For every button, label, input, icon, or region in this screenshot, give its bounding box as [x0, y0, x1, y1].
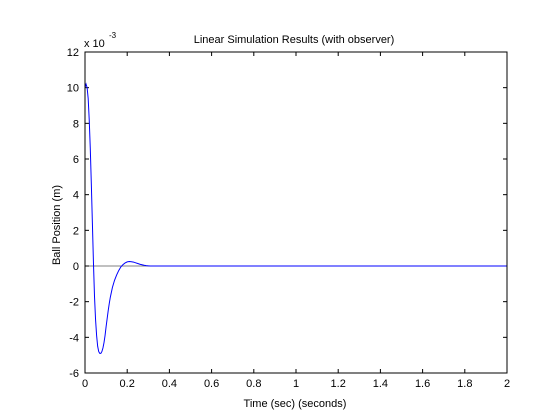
x-tick-label: 1.6	[415, 378, 430, 390]
x-tick-label: 0	[82, 378, 88, 390]
chart-title: Linear Simulation Results (with observer…	[194, 34, 395, 46]
y-tick-label: -6	[69, 368, 79, 380]
tick-labels: 0 0.2 0.4 0.6 0.8 1 1.2 1.4 1.6 1.8 2 -6 -4 -2 0 2 4 6 8 10…	[67, 47, 510, 390]
y-tick-label: 8	[73, 118, 79, 130]
data-layer	[84, 82, 507, 354]
x-tick-label: 0.8	[246, 378, 261, 390]
plot-area	[84, 51, 508, 374]
x-tick-label: 0.6	[204, 378, 219, 390]
y-tick-label: -4	[69, 332, 79, 344]
x-tick-label: 1	[293, 378, 299, 390]
y-tick-label: 6	[73, 154, 79, 166]
x-tick-label: 1.2	[331, 378, 346, 390]
x-tick-label: 0.4	[162, 378, 177, 390]
y-tick-label: 2	[73, 225, 79, 237]
y-tick-label: -2	[69, 297, 79, 309]
y-tick-label: 10	[67, 83, 79, 95]
y-axis-label: Ball Position (m)	[51, 185, 63, 265]
x-tick-label: 0.2	[120, 378, 135, 390]
y-tick-label: 12	[67, 47, 79, 59]
x-axis-label: Time (sec) (seconds)	[244, 398, 347, 410]
y-tick-label: 4	[73, 190, 79, 202]
x-tick-label: 1.8	[457, 378, 472, 390]
y-exponent-power: -3	[109, 31, 117, 40]
series-line-0	[84, 82, 507, 354]
x-tick-label: 2	[504, 378, 510, 390]
y-tick-label: 0	[73, 261, 79, 273]
y-exponent-base: x 10	[84, 38, 105, 50]
x-tick-label: 1.4	[373, 378, 388, 390]
plot-frame	[84, 51, 508, 374]
